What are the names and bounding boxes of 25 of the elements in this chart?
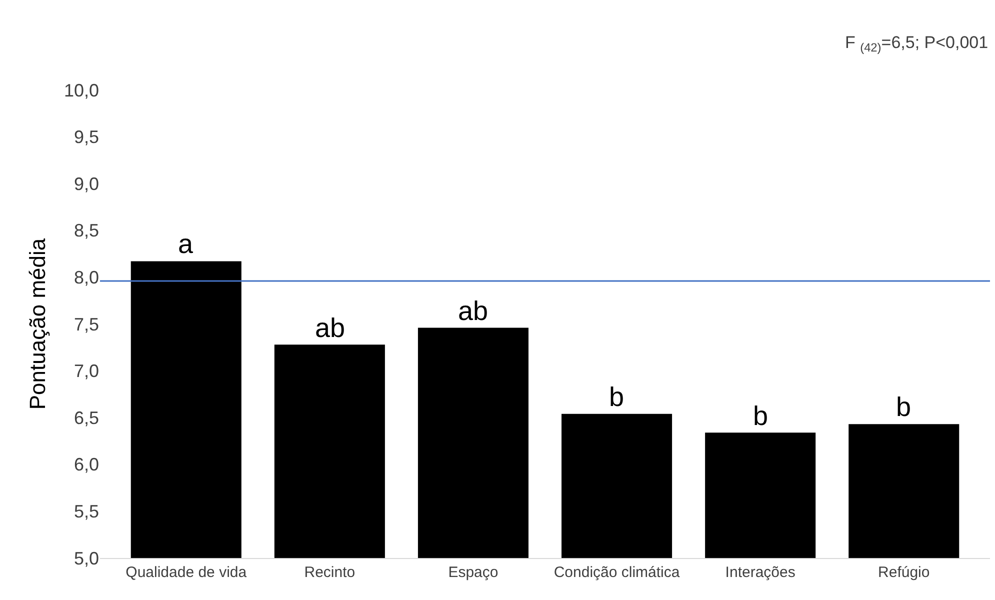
x-tick-label: Interações (725, 564, 796, 581)
y-tick-label: 5,0 (74, 548, 99, 568)
y-tick-label: 8,5 (74, 220, 99, 241)
y-tick-label: 5,5 (74, 502, 99, 522)
y-tick-label: 7,0 (74, 361, 99, 382)
text: F $_{(42)}$=6,5; P<0,001 (845, 33, 988, 55)
annotation: ab (458, 296, 488, 326)
y-axis-title: Pontuação média (24, 238, 50, 410)
y-tick-label: 9,0 (74, 174, 99, 194)
annotation: b (896, 392, 912, 422)
y-tick-label: 8,0 (74, 268, 99, 288)
x-tick-label: Recinto (304, 564, 356, 581)
x-tick-label: Refúgio (878, 564, 930, 581)
y-tick-label: 10,0 (64, 80, 99, 100)
y-tick-label: 6,5 (74, 408, 99, 428)
y-tick-label: 6,0 (74, 454, 99, 475)
x-tick-label: Condição climática (554, 564, 680, 581)
annotation: b (753, 401, 768, 431)
x-tick-label: Qualidade de vida (126, 564, 248, 581)
annotation: a (178, 229, 194, 259)
annotation: b (609, 382, 624, 412)
y-tick-label: 9,5 (74, 127, 99, 148)
annotation: ab (315, 313, 346, 343)
x-tick-label: Espaço (448, 564, 498, 581)
y-tick-label: 7,5 (74, 314, 99, 334)
